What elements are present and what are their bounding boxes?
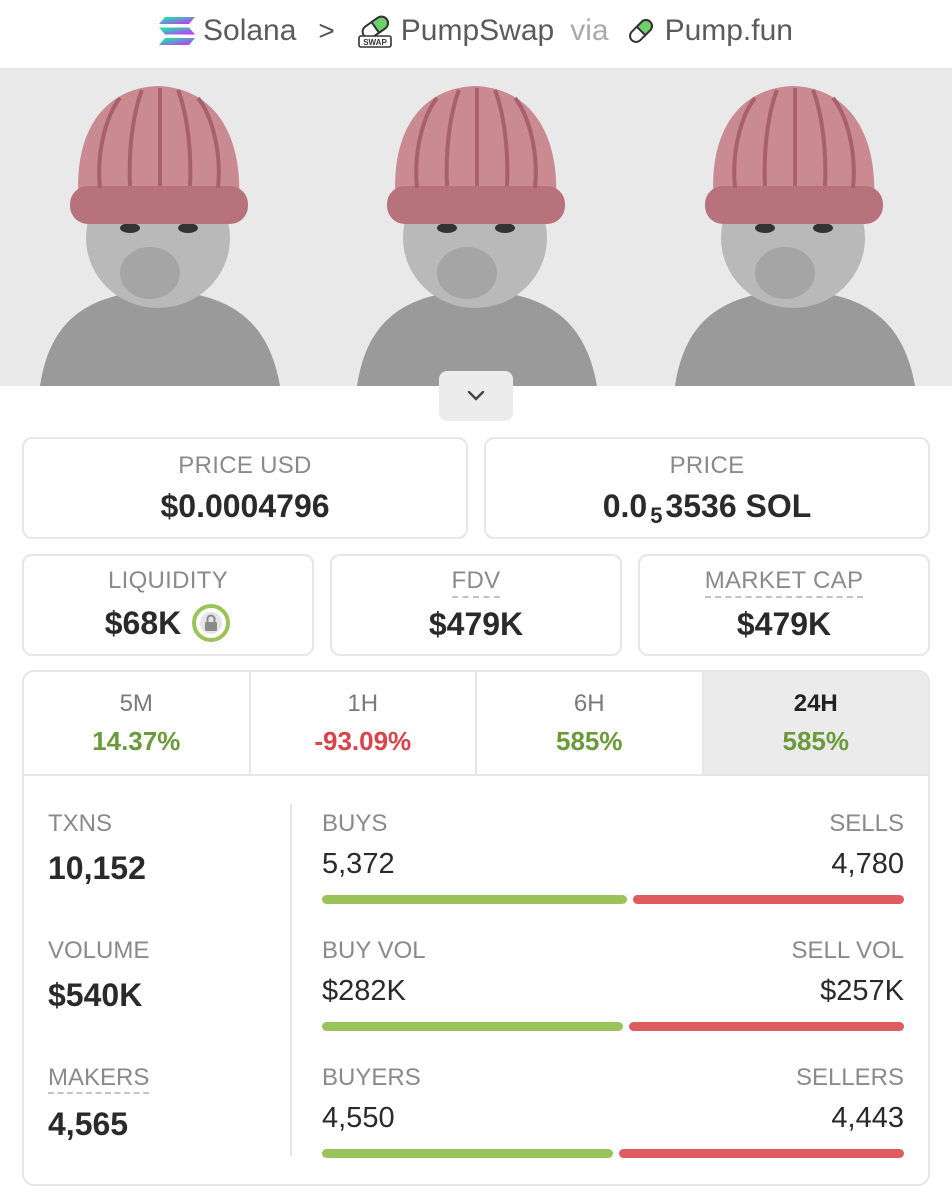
banner-image-tile xyxy=(0,68,318,386)
txns-label: TXNS xyxy=(48,810,113,837)
buyers-label: BUYERS xyxy=(322,1064,421,1091)
banner-image-tile xyxy=(317,68,635,386)
via-text: via xyxy=(570,14,609,47)
txns-value: 10,152 xyxy=(48,850,146,886)
breadcrumb-dex[interactable]: SWAP PumpSwap xyxy=(357,13,554,49)
buyers-value: 4,550 xyxy=(322,1102,395,1134)
price-native-card: PRICE 0.0 5 3536 SOL xyxy=(484,437,930,539)
breadcrumb-chain[interactable]: Solana xyxy=(159,14,296,48)
chain-name: Solana xyxy=(203,14,297,47)
makers-value: 4,565 xyxy=(48,1106,129,1142)
collapse-banner-button[interactable] xyxy=(439,371,513,421)
price-native-prefix: 0.0 xyxy=(602,487,648,524)
tab-label: 24H xyxy=(793,689,838,717)
price-native-label: PRICE xyxy=(669,451,745,479)
sell-bar-fill xyxy=(619,1149,904,1158)
volume-row: VOLUME $540K BUY VOL SELL VOL $282K $257… xyxy=(24,903,928,1031)
tab-change: 585% xyxy=(556,725,623,756)
price-native-zero-count: 5 xyxy=(650,503,663,528)
buy-sell-volume-bar xyxy=(322,1022,904,1031)
tab-change: -93.09% xyxy=(314,725,412,756)
tab-label: 5M xyxy=(119,689,153,717)
txns-row: TXNS 10,152 BUYS SELLS 5,372 4,780 xyxy=(24,776,928,904)
stats-divider xyxy=(290,804,292,1156)
pill-icon xyxy=(628,19,653,43)
tab-label: 1H xyxy=(347,689,379,717)
liquidity-label: LIQUIDITY xyxy=(107,567,229,594)
tab-5m[interactable]: 5M 14.37% xyxy=(24,672,251,774)
price-usd-card: PRICE USD $0.0004796 xyxy=(22,437,468,539)
launchpad-name: Pump.fun xyxy=(664,14,793,47)
svg-text:SWAP: SWAP xyxy=(363,38,387,47)
fdv-label[interactable]: FDV xyxy=(451,567,501,598)
sell-bar-fill xyxy=(629,1022,904,1031)
buy-bar-fill xyxy=(322,1149,614,1158)
banner-image-tile xyxy=(634,68,952,386)
sells-value: 4,780 xyxy=(831,848,904,880)
price-native-suffix: 3536 SOL xyxy=(665,487,812,524)
volume-label: VOLUME xyxy=(48,937,150,964)
sell-vol-value: $257K xyxy=(820,975,904,1007)
token-banner xyxy=(0,68,952,386)
baby-beanie-image xyxy=(634,68,952,386)
buy-bar-fill xyxy=(322,895,627,904)
tab-change: 14.37% xyxy=(92,725,181,756)
buyers-sellers-bar xyxy=(322,1149,904,1158)
stats-panel: 5M 14.37% 1H -93.09% 6H 585% 24H 585% TX… xyxy=(22,670,930,1186)
baby-beanie-image xyxy=(0,68,318,386)
fdv-value: $479K xyxy=(428,606,524,642)
chevron-down-icon xyxy=(467,390,485,401)
price-native-value: 0.0 5 3536 SOL xyxy=(602,487,812,529)
sell-vol-label: SELL VOL xyxy=(791,937,904,964)
breadcrumb-launchpad[interactable]: Pump.fun xyxy=(625,14,793,48)
breadcrumb-separator: > xyxy=(318,15,335,46)
buy-bar-fill xyxy=(322,1022,624,1031)
liquidity-value-row: $68K xyxy=(105,603,232,643)
tab-24h[interactable]: 24H 585% xyxy=(703,672,928,774)
buys-value: 5,372 xyxy=(322,848,395,880)
dex-name: PumpSwap xyxy=(400,14,555,47)
sells-label: SELLS xyxy=(829,810,904,837)
sellers-value: 4,443 xyxy=(831,1102,904,1134)
sellers-label: SELLERS xyxy=(795,1064,904,1091)
volume-value: $540K xyxy=(48,977,143,1013)
market-cap-value: $479K xyxy=(736,606,832,642)
price-usd-label: PRICE USD xyxy=(178,451,312,479)
breadcrumb: Solana > SWAP PumpSwap via Pump.fun xyxy=(0,0,952,62)
solana-icon xyxy=(159,17,195,45)
tab-6h[interactable]: 6H 585% xyxy=(477,672,704,774)
tab-1h[interactable]: 1H -93.09% xyxy=(251,672,477,774)
tab-change: 585% xyxy=(782,725,850,756)
market-cap-label[interactable]: MARKET CAP xyxy=(704,567,864,598)
baby-beanie-image xyxy=(317,68,635,386)
makers-row: MAKERS 4,565 BUYERS SELLERS 4,550 4,443 xyxy=(24,1030,928,1158)
buy-sell-ratio-bar xyxy=(322,895,904,904)
sell-bar-fill xyxy=(632,895,904,904)
buy-vol-value: $282K xyxy=(322,975,406,1007)
tab-label: 6H xyxy=(573,689,605,717)
pumpswap-icon: SWAP xyxy=(357,15,392,48)
liquidity-card: LIQUIDITY $68K xyxy=(22,554,314,656)
price-usd-value: $0.0004796 xyxy=(160,487,330,524)
liquidity-value: $68K xyxy=(104,604,182,641)
buy-vol-label: BUY VOL xyxy=(322,937,426,964)
buys-label: BUYS xyxy=(322,810,388,837)
market-cap-card: MARKET CAP $479K xyxy=(638,554,930,656)
lock-icon[interactable] xyxy=(191,603,231,643)
timeframe-tabs: 5M 14.37% 1H -93.09% 6H 585% 24H 585% xyxy=(24,672,928,776)
makers-label[interactable]: MAKERS xyxy=(48,1064,150,1094)
fdv-card: FDV $479K xyxy=(330,554,622,656)
